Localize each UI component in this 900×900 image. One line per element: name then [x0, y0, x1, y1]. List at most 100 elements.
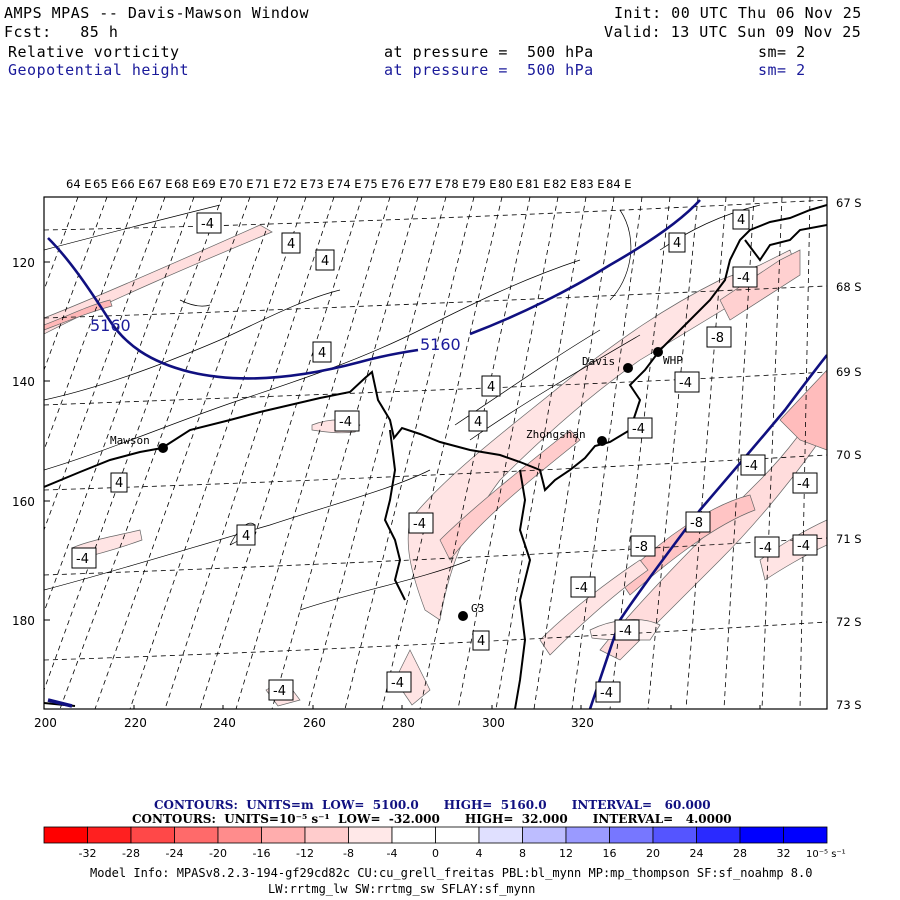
- height-contour-labels: 5160 5160: [90, 316, 461, 354]
- lat-label: 71 S: [836, 532, 862, 546]
- x-label: 200: [34, 716, 57, 730]
- colorbar-segment: [348, 826, 393, 844]
- vort-label: -4: [792, 472, 818, 494]
- svg-text:-8: -8: [635, 540, 648, 555]
- vort-label: -4: [595, 681, 621, 703]
- colorbar-tick-label: 0: [432, 847, 439, 860]
- vort-label: -4: [386, 671, 412, 693]
- svg-text:4: 4: [321, 254, 329, 269]
- lon-label: 65 E: [93, 177, 119, 191]
- model-info-line2: LW:rrtmg_lw SW:rrtmg_sw SFLAY:sf_mynn: [268, 882, 536, 896]
- vort-label: -4: [268, 679, 294, 701]
- vort-label: -4: [408, 512, 434, 534]
- vorticity-shading: [44, 224, 827, 707]
- colorbar-segment: [435, 826, 480, 844]
- x-label: 260: [303, 716, 326, 730]
- field1-level: at pressure = 500 hPa: [384, 43, 594, 61]
- lon-label: 80 E: [498, 177, 524, 191]
- svg-text:-4: -4: [76, 552, 89, 567]
- vort-label: 4: [472, 630, 490, 651]
- colorbar-segment: [87, 826, 132, 844]
- lon-label: 77 E: [417, 177, 443, 191]
- colorbar-tick-label: 4: [476, 847, 483, 860]
- svg-text:-4: -4: [737, 271, 750, 286]
- vort-label: -4: [732, 266, 758, 288]
- colorbar-segment: [43, 826, 88, 844]
- init-time: Init: 00 UTC Thu 06 Nov 25: [614, 4, 862, 22]
- station-label-davis: Davis: [582, 355, 615, 368]
- svg-text:4: 4: [287, 237, 295, 252]
- colorbar-segment: [739, 826, 784, 844]
- vort-label: 4: [110, 472, 128, 493]
- colorbar-tick-label: 8: [519, 847, 526, 860]
- height-label: 5160: [90, 316, 131, 335]
- field1-name: Relative vorticity: [8, 43, 180, 61]
- colorbar-segment: [522, 826, 567, 844]
- axis-ticks: [43, 261, 761, 709]
- top-longitude-labels: 64 E 65 E 66 E 67 E 68 E 69 E 70 E 71 E …: [66, 177, 632, 191]
- colorbar-tick-label: -16: [253, 847, 271, 860]
- colorbar-segment: [261, 826, 306, 844]
- vort-label: 4: [481, 375, 501, 397]
- lon-label: 83 E: [579, 177, 605, 191]
- lon-label: 71 E: [255, 177, 281, 191]
- lon-label: 75 E: [363, 177, 389, 191]
- vort-label: -4: [196, 212, 222, 234]
- stations: Mawson Davis WHP Zhongshan G3: [110, 347, 683, 621]
- station-marker-zhongshan: [597, 436, 607, 446]
- vort-label: 4: [312, 341, 332, 363]
- station-marker-g3: [458, 611, 468, 621]
- lon-label: 66 E: [120, 177, 146, 191]
- svg-text:-8: -8: [690, 516, 703, 531]
- svg-text:-4: -4: [413, 517, 426, 532]
- station-label-whp: WHP: [663, 354, 683, 367]
- lon-label: 79 E: [471, 177, 497, 191]
- y-label: 180: [12, 614, 35, 628]
- colorbar: [43, 826, 828, 844]
- svg-text:4: 4: [737, 213, 745, 228]
- vort-label: -4: [71, 547, 97, 569]
- map-plot-area: [44, 197, 827, 709]
- graticule: [44, 197, 827, 709]
- contours-vorticity-info: CONTOURS: UNITS=10⁻⁵ s⁻¹ LOW= -32.000 HI…: [132, 812, 732, 826]
- svg-text:4: 4: [487, 380, 495, 395]
- lon-label: 74 E: [336, 177, 362, 191]
- vort-label: -8: [630, 535, 656, 557]
- colorbar-segment: [217, 826, 262, 844]
- field2-smoothing: sm= 2: [758, 61, 806, 79]
- lon-label: 81 E: [525, 177, 551, 191]
- vort-label: 4: [236, 524, 256, 546]
- y-label: 140: [12, 375, 35, 389]
- svg-text:-4: -4: [797, 477, 810, 492]
- x-label: 300: [482, 716, 505, 730]
- field2-name: Geopotential height: [8, 61, 190, 79]
- lat-label: 69 S: [836, 365, 862, 379]
- x-label: 280: [392, 716, 415, 730]
- vort-label: 4: [315, 249, 335, 271]
- svg-text:-4: -4: [273, 684, 286, 699]
- colorbar-tick-labels: -32 -28 -24 -20 -16 -12 -8 -4 0 4 8 12 16 20 24 28 32: [79, 847, 791, 860]
- station-label-g3: G3: [471, 602, 484, 615]
- colorbar-tick-label: -12: [296, 847, 314, 860]
- colorbar-segment: [478, 826, 523, 844]
- contours-height-info: CONTOURS: UNITS=m LOW= 5100.0 HIGH= 5160…: [154, 798, 711, 812]
- svg-text:-4: -4: [632, 422, 645, 437]
- svg-text:-8: -8: [711, 331, 724, 346]
- vort-label: -8: [685, 511, 711, 533]
- lat-label: 73 S: [836, 698, 862, 712]
- map-frame: [43, 196, 828, 710]
- vort-label: -4: [754, 536, 780, 558]
- colorbar-tick-label: 28: [733, 847, 747, 860]
- svg-text:4: 4: [673, 236, 681, 251]
- colorbar-segment: [130, 826, 175, 844]
- lat-label: 67 S: [836, 196, 862, 210]
- model-info-line1: Model Info: MPASv8.2.3-194-gf29cd82c CU:…: [90, 866, 813, 880]
- svg-text:4: 4: [115, 476, 123, 491]
- colorbar-tick-label: -20: [209, 847, 227, 860]
- lon-label: 82 E: [552, 177, 578, 191]
- colorbar-tick-label: 16: [603, 847, 617, 860]
- vort-label: 4: [668, 232, 686, 253]
- lon-label: 64 E: [66, 177, 92, 191]
- svg-text:-4: -4: [797, 539, 810, 554]
